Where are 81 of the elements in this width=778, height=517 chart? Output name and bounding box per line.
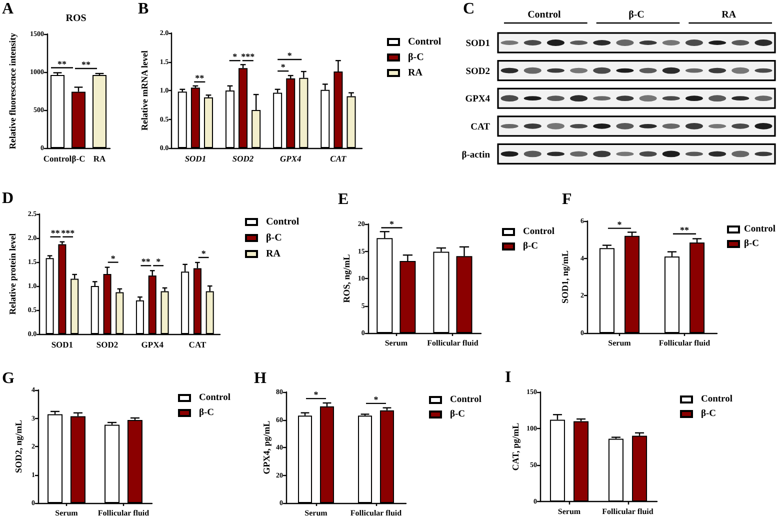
x-tick-label: Serum: [304, 508, 328, 517]
annotation: **: [141, 256, 151, 267]
y-axis-title: SOD1, ng/mL: [560, 250, 570, 304]
legend-label: Control: [199, 393, 231, 403]
annotation: *: [280, 62, 286, 72]
y-axis-title: ROS, ng/mL: [341, 254, 352, 303]
legend-label: β-C: [266, 232, 282, 244]
y-axis-title: Relative fluorescence intensity: [8, 32, 18, 150]
annotation: **: [82, 60, 91, 70]
x-tick-label: RA: [93, 154, 106, 164]
text: H: [254, 370, 267, 387]
annotation: **: [50, 228, 60, 238]
text: GPX4: [465, 94, 490, 105]
legend-label: RA: [408, 68, 424, 78]
annotation: ***: [241, 52, 256, 62]
legend-label: β-C: [199, 408, 214, 418]
x-tick-label: Follicular fluid: [427, 338, 479, 348]
text: G: [2, 370, 15, 387]
y-axis-title: GPX4, pg/mL: [262, 420, 272, 474]
legend-label: Control: [408, 36, 442, 48]
annotation: *: [110, 253, 116, 264]
text: SOD1: [466, 39, 490, 50]
annotation: **: [58, 58, 67, 69]
legend-label: β-C: [450, 410, 466, 420]
x-tick-label: Follicular fluid: [350, 508, 402, 517]
legend-label: Control: [744, 224, 776, 234]
annotation: *: [314, 390, 319, 400]
annotation: ***: [61, 228, 76, 238]
text: D: [2, 190, 14, 207]
text: β-actin: [462, 150, 491, 160]
legend-label: β-C: [701, 409, 716, 419]
x-tick-label: Serum: [55, 508, 78, 517]
text: A: [2, 0, 14, 18]
category-label: Control: [528, 10, 561, 20]
legend-label: β-C: [523, 242, 538, 252]
x-tick-label: Follicular fluid: [658, 338, 711, 348]
legend-label: β-C: [408, 52, 424, 63]
legend-label: Control: [266, 216, 300, 228]
y-axis-title: Relative protein level: [8, 232, 18, 315]
annotation: *: [374, 394, 379, 404]
annotation: **: [680, 224, 690, 235]
text: E: [338, 191, 349, 208]
annotation: *: [156, 256, 162, 267]
text: SOD2: [466, 66, 490, 77]
x-tick-label: GPX4: [280, 154, 302, 164]
annotation: *: [232, 52, 238, 62]
chart-title: ROS: [66, 13, 87, 24]
x-tick-label: Follicular fluid: [98, 508, 150, 517]
annotation: *: [287, 50, 292, 61]
y-axis-title: CAT, pg/mL: [510, 422, 520, 471]
x-tick-label: Serum: [608, 338, 632, 348]
legend-label: β-C: [744, 239, 760, 249]
x-tick-label: SOD1: [184, 154, 206, 164]
legend-label: RA: [266, 248, 282, 260]
legend-label: Control: [701, 394, 733, 404]
annotation: **: [195, 72, 205, 83]
annotation: *: [617, 219, 622, 230]
x-tick-label: CAT: [330, 154, 348, 164]
legend-label: Control: [523, 227, 555, 237]
text: I: [505, 369, 512, 386]
y-axis-title: Relative mRNA level: [140, 50, 150, 130]
x-tick-label: β-C: [72, 154, 86, 164]
text: F: [562, 191, 572, 208]
x-tick-label: Follicular fluid: [602, 507, 654, 516]
text: C: [463, 0, 475, 18]
x-tick-label: SOD2: [96, 340, 118, 350]
x-tick-label: SOD2: [232, 154, 254, 164]
x-tick-label: CAT: [188, 340, 206, 350]
category-label: RA: [722, 10, 737, 20]
text: CAT: [470, 122, 491, 132]
text: B: [138, 0, 149, 18]
x-tick-label: GPX4: [141, 340, 164, 350]
y-axis-title: SOD2, ng/mL: [14, 420, 24, 474]
x-tick-label: Serum: [558, 507, 581, 516]
annotation: *: [390, 218, 394, 229]
x-tick-label: SOD1: [51, 340, 74, 350]
x-tick-label: Serum: [384, 338, 408, 348]
category-label: β-C: [628, 10, 644, 20]
x-tick-label: Control: [43, 154, 72, 164]
legend-label: Control: [450, 395, 482, 405]
annotation: *: [201, 248, 206, 258]
